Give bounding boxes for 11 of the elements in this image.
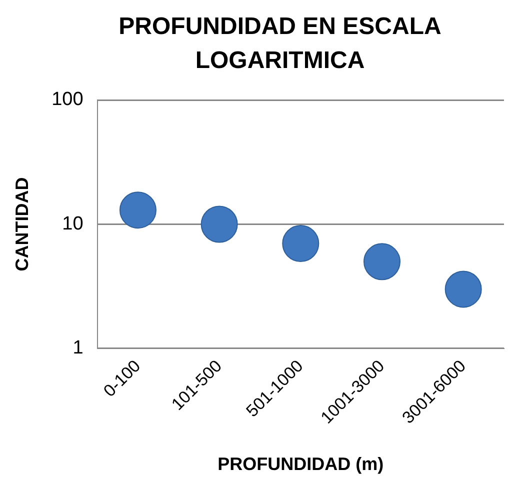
chart-title: PROFUNDIDAD EN ESCALA LOGARITMICA [118,12,442,76]
x-axis-title: PROFUNDIDAD (m) [218,454,384,474]
point [119,192,156,229]
point [444,270,482,308]
point [282,224,320,262]
y-tick-label: 1 [72,338,84,359]
y-tick-label: 10 [62,213,84,234]
y-tick-label: 100 [52,89,84,110]
point [200,206,238,243]
point [363,243,400,280]
y-axis-title: CANTIDAD [12,177,32,272]
